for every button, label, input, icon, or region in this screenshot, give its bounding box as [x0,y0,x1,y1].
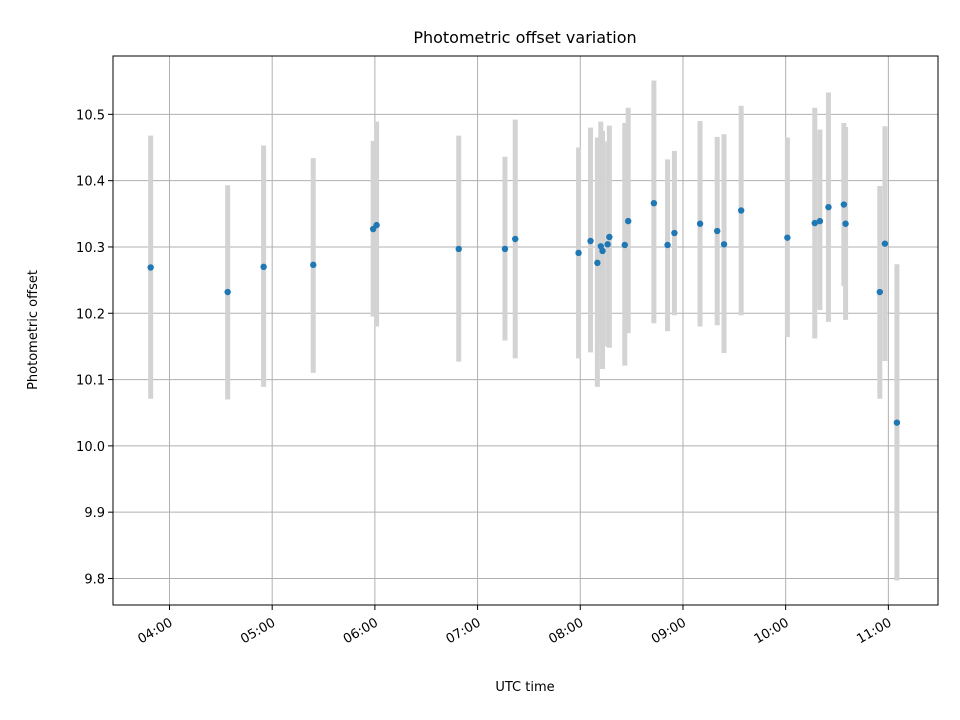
y-tick-label: 10.4 [76,175,105,190]
data-point [224,288,231,296]
data-point [664,241,671,249]
data-point [876,288,884,296]
data-point [260,263,267,271]
data-point [881,240,889,247]
x-axis-label: UTC time [495,680,554,695]
y-tick-label: 10.3 [76,241,105,256]
data-point [840,201,848,208]
data-point [373,221,380,229]
data-point [606,233,613,241]
y-tick-label: 10.1 [76,374,105,389]
data-point [811,219,818,227]
data-point [696,220,704,227]
data-point [825,203,832,211]
data-point [147,264,154,271]
y-axis-ticks: 9.8 9.9 10.0 10.1 10.2 10.3 10.4 10.5 [76,108,113,587]
data-point [621,241,628,249]
plot-frame [112,55,939,606]
data-point [816,217,824,225]
data-point [671,229,678,237]
data-point [650,199,658,207]
y-tick-label: 9.9 [84,506,105,521]
data-point [720,241,728,248]
data-points [147,199,901,426]
data-point [501,245,509,253]
y-tick-label: 10.2 [76,307,105,322]
y-axis-label: Photometric offset [26,270,41,390]
data-point [587,237,594,245]
data-point [599,247,606,255]
data-point [455,245,462,253]
data-point [624,217,632,225]
data-point [842,220,849,227]
data-point [604,241,611,248]
data-point [737,207,745,214]
data-point [784,234,791,241]
y-tick-label: 9.8 [84,572,105,587]
data-point [310,261,317,269]
y-tick-label: 10.0 [76,440,105,455]
chart-title: Photometric offset variation [413,28,636,47]
data-point [893,419,901,426]
data-point [575,249,582,257]
data-point [594,259,601,267]
y-tick-label: 10.5 [76,108,105,123]
data-point [512,235,519,243]
data-point [714,227,721,235]
